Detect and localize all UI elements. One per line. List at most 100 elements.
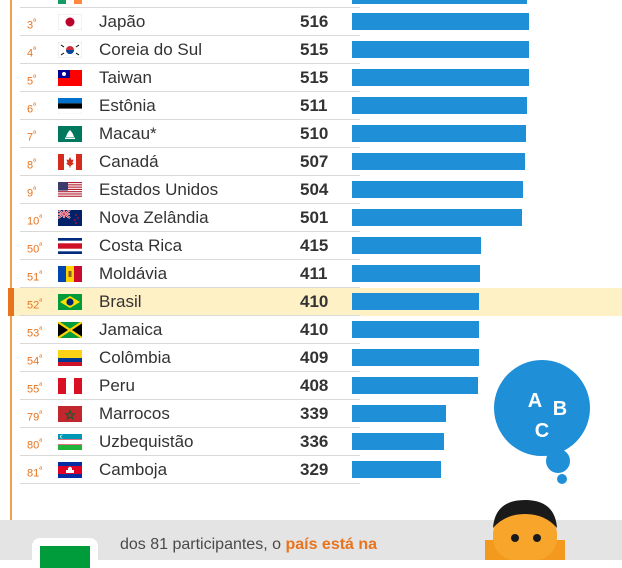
- rank-label: 10ª: [27, 213, 43, 228]
- country-label: Camboja: [99, 460, 168, 479]
- rank-label: 54ª: [27, 353, 43, 368]
- rank-label: 7ª: [27, 129, 37, 144]
- row-divider: [20, 63, 360, 64]
- country-label: Moldávia: [99, 264, 168, 283]
- country-label: Marrocos: [99, 404, 170, 423]
- row-divider: [20, 343, 360, 344]
- rank-label: 9ª: [27, 185, 37, 200]
- costa-rica-flag-icon: [58, 238, 82, 254]
- canada-flag-icon: [57, 153, 83, 171]
- row-divider: [20, 455, 360, 456]
- row-divider: [20, 175, 360, 176]
- country-label: Estados Unidos: [99, 180, 219, 199]
- peru-flag-icon: [58, 378, 82, 394]
- country-label: Macau*: [99, 124, 157, 143]
- country-label: Colômbia: [99, 348, 171, 367]
- rank-label: 79ª: [27, 409, 43, 424]
- estonia-flag-icon: [57, 98, 83, 115]
- score-bar: [352, 41, 529, 58]
- country-label: Jamaica: [99, 320, 163, 339]
- row-divider: [20, 371, 360, 372]
- timeline-line: [10, 0, 12, 520]
- rank-label: 53ª: [27, 325, 43, 340]
- country-label: Taiwan: [99, 68, 152, 87]
- score-bar: [352, 69, 529, 86]
- score-label: 409: [300, 348, 329, 367]
- row-divider: [20, 287, 360, 288]
- highlight-marker: [8, 288, 14, 316]
- bubble-letter-c: C: [535, 420, 549, 442]
- uzbekistan-flag-icon: [58, 434, 82, 450]
- score-bar: [352, 181, 524, 198]
- new-zealand-flag-icon: [57, 209, 82, 226]
- score-label: 415: [300, 236, 329, 255]
- row-divider: [20, 7, 360, 8]
- score-bar: [352, 433, 445, 450]
- score-bar: [352, 349, 479, 366]
- taiwan-flag-icon: [58, 70, 82, 86]
- score-bar: [352, 209, 522, 226]
- country-label: Japão: [99, 12, 146, 31]
- score-label: 501: [300, 208, 329, 227]
- row-divider: [20, 91, 360, 92]
- score-label: 336: [300, 432, 329, 451]
- abc-bubble-icon: A B C: [494, 360, 590, 484]
- score-label: 408: [300, 376, 329, 395]
- country-label: Canadá: [99, 152, 159, 171]
- rank-label: 52ª: [27, 297, 43, 312]
- row-divider: [20, 483, 360, 484]
- score-bar: [352, 405, 446, 422]
- japan-flag-icon: [57, 13, 83, 31]
- row-divider: [20, 399, 360, 400]
- score-label: 410: [300, 292, 329, 311]
- footer-text-a: dos 81 participantes, o: [120, 536, 281, 553]
- score-bar: [352, 97, 527, 114]
- usa-flag-icon: [58, 182, 82, 198]
- score-label: 411: [300, 264, 328, 283]
- colombia-flag-icon: [58, 350, 82, 366]
- rank-label: 80ª: [27, 437, 43, 452]
- row-divider: [20, 35, 360, 36]
- row-divider: [20, 315, 360, 316]
- row-divider: [20, 259, 360, 260]
- score-bar: [352, 153, 525, 170]
- score-bar: [352, 237, 482, 254]
- bubble-letter-a: A: [528, 390, 542, 412]
- score-label: 515: [300, 40, 329, 59]
- macau-flag-icon: [58, 126, 82, 142]
- cambodia-flag-icon: [58, 462, 82, 478]
- country-label: Nova Zelândia: [99, 208, 209, 227]
- morocco-flag-icon: [58, 406, 82, 422]
- row-divider: [20, 119, 360, 120]
- score-label: 511: [300, 96, 328, 115]
- score-label: 410: [300, 320, 329, 339]
- country-label: Coreia do Sul: [99, 40, 203, 59]
- rank-label: 5ª: [27, 73, 37, 88]
- brazil-flag-icon: [58, 294, 82, 310]
- country-label: Peru: [99, 376, 135, 395]
- row-divider: [20, 231, 360, 232]
- row-divider: [20, 147, 360, 148]
- score-label: 339: [300, 404, 329, 423]
- score-bar: [352, 13, 529, 30]
- moldova-flag-icon: [58, 266, 82, 282]
- jamaica-flag-icon: [57, 321, 83, 339]
- bubble-letter-b: B: [553, 398, 567, 420]
- rank-label: 50ª: [27, 241, 43, 256]
- bar-top-partial: [352, 0, 527, 4]
- rank-label: 6ª: [27, 101, 37, 116]
- score-label: 516: [300, 12, 329, 31]
- south-korea-flag-icon: [57, 41, 83, 59]
- row-divider: [20, 203, 360, 204]
- score-bar: [352, 265, 480, 282]
- student-character-icon: [485, 500, 565, 560]
- rank-label: 4ª: [27, 45, 37, 60]
- rank-label: 81ª: [27, 465, 43, 480]
- score-label: 507: [300, 152, 329, 171]
- score-label: 329: [300, 460, 329, 479]
- score-label: 515: [300, 68, 329, 87]
- country-label: Estônia: [99, 96, 156, 115]
- score-bar: [352, 461, 441, 478]
- score-bar: [352, 377, 479, 394]
